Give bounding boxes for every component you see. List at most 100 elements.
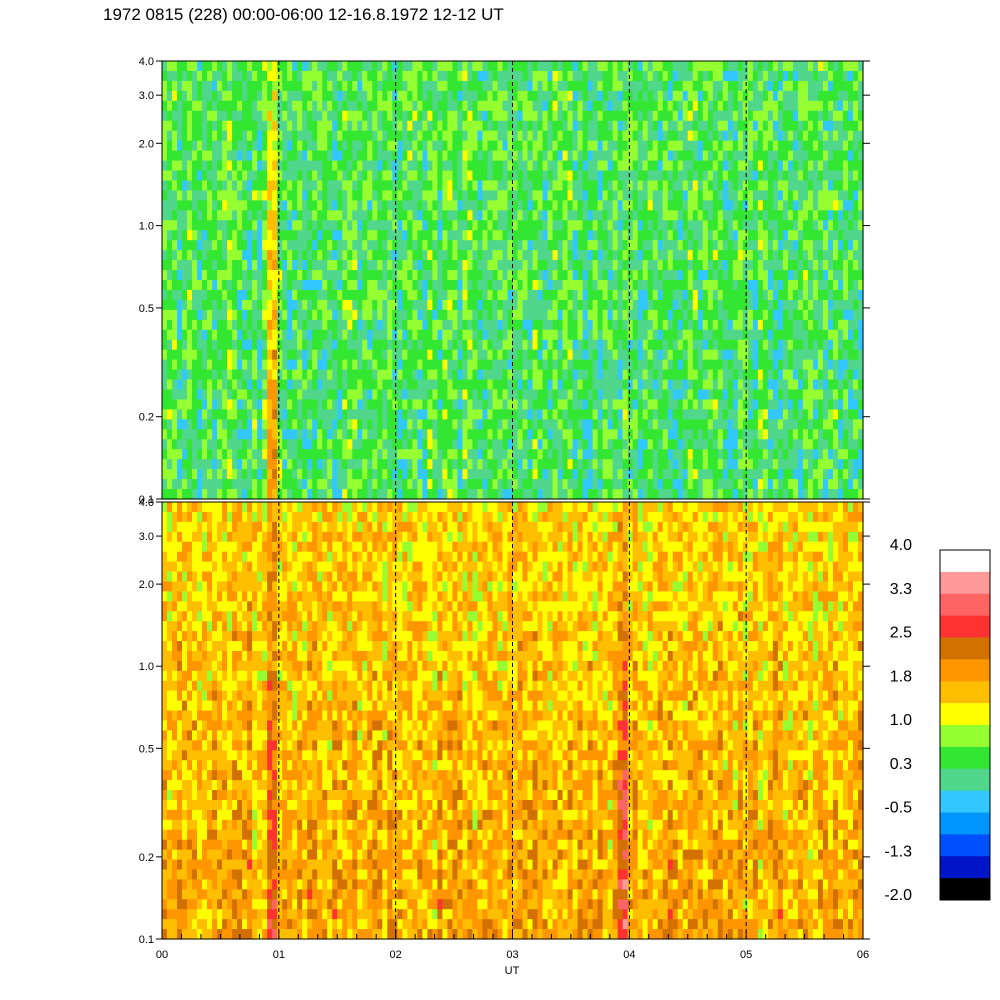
heatmap-cell — [667, 429, 674, 440]
heatmap-cell — [607, 130, 614, 142]
heatmap-cell — [342, 160, 348, 172]
heatmap-cell — [577, 409, 584, 420]
heatmap-cell — [167, 399, 173, 410]
heatmap-cell — [632, 359, 639, 371]
heatmap-cell — [307, 130, 313, 142]
heatmap-cell — [477, 289, 484, 301]
heatmap-cell — [567, 349, 574, 361]
heatmap-cell — [272, 80, 278, 92]
heatmap-cell — [697, 309, 704, 321]
heatmap-cell — [292, 180, 298, 191]
heatmap-cell — [222, 220, 228, 231]
heatmap-cell — [657, 140, 664, 152]
heatmap-cell — [442, 349, 449, 361]
heatmap-cell — [712, 329, 719, 341]
heatmap-cell — [317, 289, 323, 301]
heatmap-cell — [282, 200, 288, 211]
heatmap-cell — [207, 479, 213, 490]
heatmap-cell — [562, 130, 569, 142]
heatmap-cell — [377, 289, 383, 301]
heatmap-cell — [482, 479, 489, 490]
heatmap-cell — [517, 280, 524, 291]
heatmap-cell — [602, 489, 609, 500]
heatmap-cell — [262, 80, 268, 92]
heatmap-cell — [482, 429, 489, 440]
heatmap-cell — [487, 419, 494, 430]
heatmap-cell — [537, 349, 544, 361]
heatmap-cell — [657, 100, 664, 112]
heatmap-cell — [617, 439, 624, 450]
heatmap-cell — [522, 220, 529, 231]
heatmap-cell — [552, 489, 559, 500]
heatmap-cell — [382, 200, 388, 211]
heatmap-cell — [487, 329, 494, 341]
heatmap-cell — [627, 319, 634, 331]
heatmap-cell — [417, 280, 423, 291]
heatmap-cell — [692, 270, 699, 281]
heatmap-cell — [217, 100, 223, 112]
heatmap-cell — [692, 299, 699, 311]
heatmap-cell — [567, 230, 574, 241]
heatmap-cell — [382, 429, 388, 440]
heatmap-cell — [677, 250, 684, 261]
heatmap-cell — [232, 100, 238, 112]
heatmap-cell — [577, 439, 584, 450]
heatmap-cell — [367, 319, 373, 331]
heatmap-cell — [262, 130, 268, 142]
heatmap-cell — [602, 449, 609, 460]
heatmap-cell — [207, 359, 213, 371]
heatmap-cell — [192, 170, 198, 182]
heatmap-cell — [502, 419, 509, 430]
heatmap-cell — [477, 260, 484, 271]
heatmap-cell — [542, 210, 549, 221]
heatmap-cell — [562, 409, 569, 420]
heatmap-cell — [672, 61, 679, 72]
heatmap-cell — [667, 61, 674, 72]
heatmap-cell — [722, 459, 729, 470]
heatmap-cell — [462, 190, 469, 201]
heatmap-cell — [487, 250, 494, 261]
heatmap-cell — [237, 289, 243, 301]
heatmap-cell — [372, 210, 378, 221]
heatmap-cell — [527, 349, 534, 361]
heatmap-cell — [402, 489, 408, 500]
heatmap-cell — [487, 469, 494, 480]
heatmap-cell — [212, 80, 218, 92]
heatmap-cell — [177, 100, 183, 112]
heatmap-cell — [602, 240, 609, 251]
heatmap-cell — [507, 160, 514, 172]
heatmap-cell — [557, 270, 564, 281]
heatmap-cell — [272, 399, 278, 410]
heatmap-cell — [312, 240, 318, 251]
heatmap-cell — [232, 309, 238, 321]
heatmap-cell — [487, 319, 494, 331]
heatmap-cell — [307, 489, 313, 500]
heatmap-cell — [517, 160, 524, 172]
heatmap-cell — [632, 409, 639, 420]
heatmap-cell — [587, 280, 594, 291]
heatmap-cell — [557, 120, 564, 132]
heatmap-cell — [612, 299, 619, 311]
heatmap-cell — [612, 439, 619, 450]
heatmap-cell — [467, 439, 474, 450]
heatmap-cell — [602, 309, 609, 321]
heatmap-cell — [272, 459, 278, 470]
heatmap-cell — [597, 210, 604, 221]
heatmap-cell — [472, 369, 479, 381]
heatmap-cell — [602, 419, 609, 430]
heatmap-cell — [487, 210, 494, 221]
heatmap-cell — [252, 280, 258, 291]
heatmap-cell — [227, 190, 233, 201]
heatmap-cell — [652, 319, 659, 331]
heatmap-cell — [707, 250, 714, 261]
heatmap-cell — [442, 220, 449, 231]
heatmap-cell — [657, 210, 664, 221]
heatmap-cell — [512, 130, 519, 142]
heatmap-cell — [677, 220, 684, 231]
heatmap-cell — [677, 270, 684, 281]
heatmap-cell — [357, 449, 363, 460]
heatmap-cell — [642, 359, 649, 371]
heatmap-cell — [272, 489, 278, 500]
heatmap-cell — [232, 319, 238, 331]
heatmap-cell — [312, 409, 318, 420]
